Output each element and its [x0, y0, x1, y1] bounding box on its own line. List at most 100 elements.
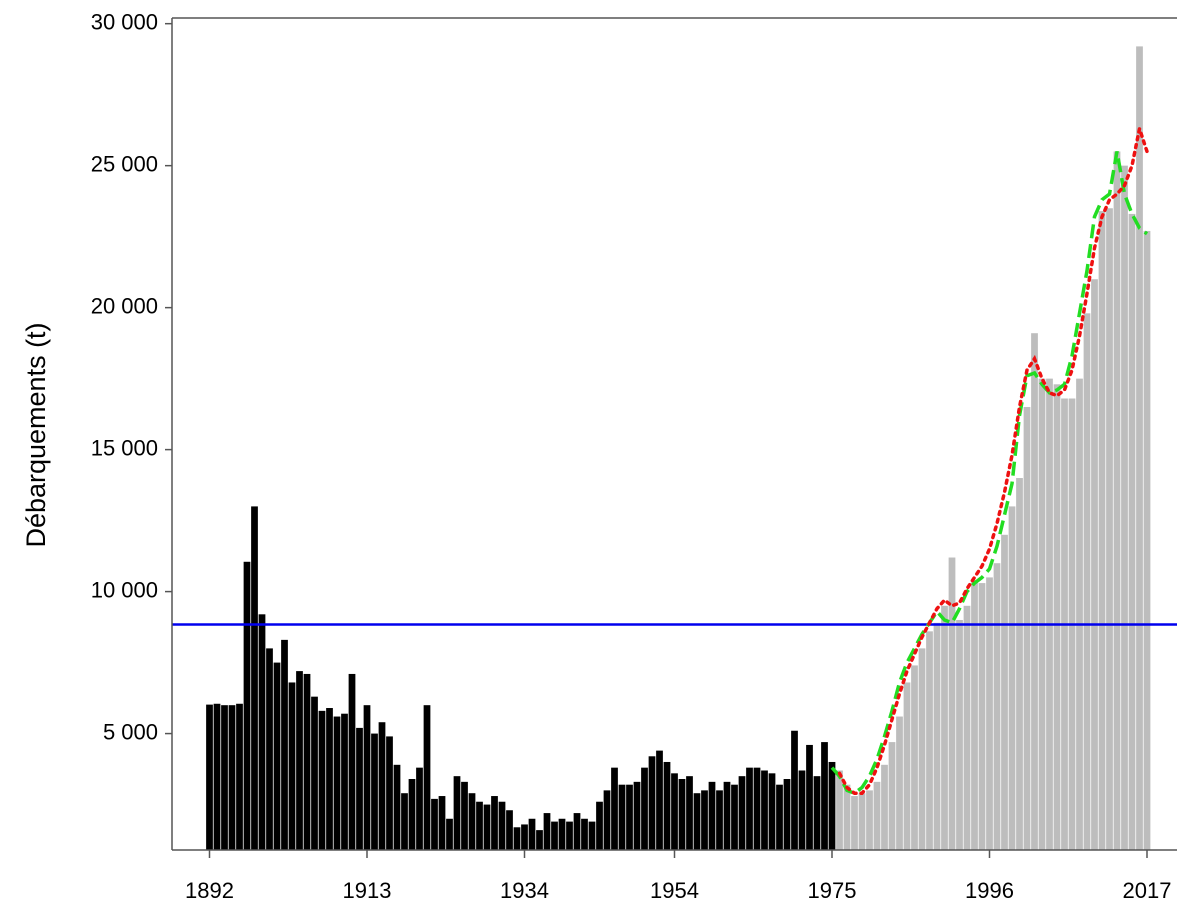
bar [236, 703, 243, 850]
bar [768, 773, 776, 850]
x-tick-label: 1934 [500, 878, 549, 903]
bar [843, 784, 851, 850]
bar [1001, 534, 1008, 850]
bar [251, 506, 258, 850]
x-tick-label: 1892 [185, 878, 234, 903]
bar [408, 779, 416, 850]
bar [851, 796, 858, 850]
bar [753, 767, 761, 850]
bar [483, 804, 491, 850]
bar [461, 781, 468, 850]
bar [881, 764, 888, 850]
bar [281, 639, 288, 850]
bar [213, 703, 221, 850]
bar [648, 756, 656, 850]
bar [1023, 407, 1031, 850]
bar [416, 767, 423, 850]
bar [1113, 151, 1121, 850]
bar [798, 770, 806, 850]
y-tick-label: 5 000 [103, 719, 158, 744]
x-tick-label: 1996 [965, 878, 1014, 903]
bar [371, 733, 378, 850]
bar [431, 798, 438, 850]
x-tick-label: 1913 [343, 878, 392, 903]
bar [303, 673, 311, 850]
bar [708, 781, 716, 850]
bar [858, 793, 866, 850]
bar [543, 813, 551, 850]
bar [671, 773, 678, 850]
bar [446, 818, 453, 850]
bar [776, 784, 783, 850]
bar [1038, 378, 1046, 850]
bar [573, 813, 581, 850]
bar [963, 605, 971, 850]
bar [911, 665, 918, 850]
bar [243, 561, 251, 850]
bar [918, 648, 926, 850]
bar [401, 793, 408, 850]
bar [1016, 478, 1023, 850]
bar [423, 705, 431, 850]
bar [986, 577, 993, 850]
bar [266, 648, 273, 850]
bar [453, 776, 461, 850]
bar [783, 779, 791, 850]
bar [956, 619, 963, 850]
bar [363, 705, 371, 850]
bar [438, 796, 446, 850]
bar [731, 784, 738, 850]
bar [206, 704, 213, 850]
bar [738, 776, 746, 850]
bar [341, 713, 348, 850]
bar [221, 705, 228, 850]
y-tick-label: 30 000 [91, 9, 158, 34]
bar [228, 705, 236, 850]
bar [468, 793, 476, 850]
bar [941, 605, 948, 850]
bar [618, 784, 626, 850]
x-tick-label: 1975 [808, 878, 857, 903]
bar [993, 563, 1001, 850]
bar [513, 827, 521, 850]
bar [866, 790, 873, 850]
bar [836, 770, 843, 850]
bar [641, 767, 648, 850]
bar [611, 767, 618, 850]
bar [723, 781, 731, 850]
trend-line [830, 151, 1149, 796]
bar [596, 801, 603, 850]
bar [1053, 384, 1061, 850]
bar [491, 796, 498, 850]
bar [806, 744, 813, 850]
bar [258, 614, 266, 850]
bar [686, 776, 693, 850]
bar [873, 781, 881, 850]
bar [1008, 506, 1016, 850]
bar [536, 830, 543, 850]
bar [948, 557, 956, 850]
bar [633, 781, 641, 850]
y-axis-label: Débarquements (t) [21, 322, 51, 547]
bar [1106, 208, 1113, 850]
y-tick-label: 15 000 [91, 435, 158, 460]
bar [386, 736, 393, 850]
x-tick-label: 1954 [650, 878, 699, 903]
bar [288, 682, 296, 850]
x-tick-label: 2017 [1123, 878, 1172, 903]
bar [701, 790, 708, 850]
bar [581, 818, 588, 850]
bar [566, 821, 573, 850]
bar [348, 673, 356, 850]
bar [498, 801, 506, 850]
bar [1128, 213, 1136, 850]
bar [588, 821, 596, 850]
bar [521, 824, 528, 850]
bar [393, 764, 401, 850]
bar [1136, 46, 1143, 851]
bar [716, 790, 723, 850]
y-tick-label: 20 000 [91, 293, 158, 318]
bar [746, 767, 753, 850]
bar [971, 580, 978, 850]
bar [603, 790, 611, 850]
